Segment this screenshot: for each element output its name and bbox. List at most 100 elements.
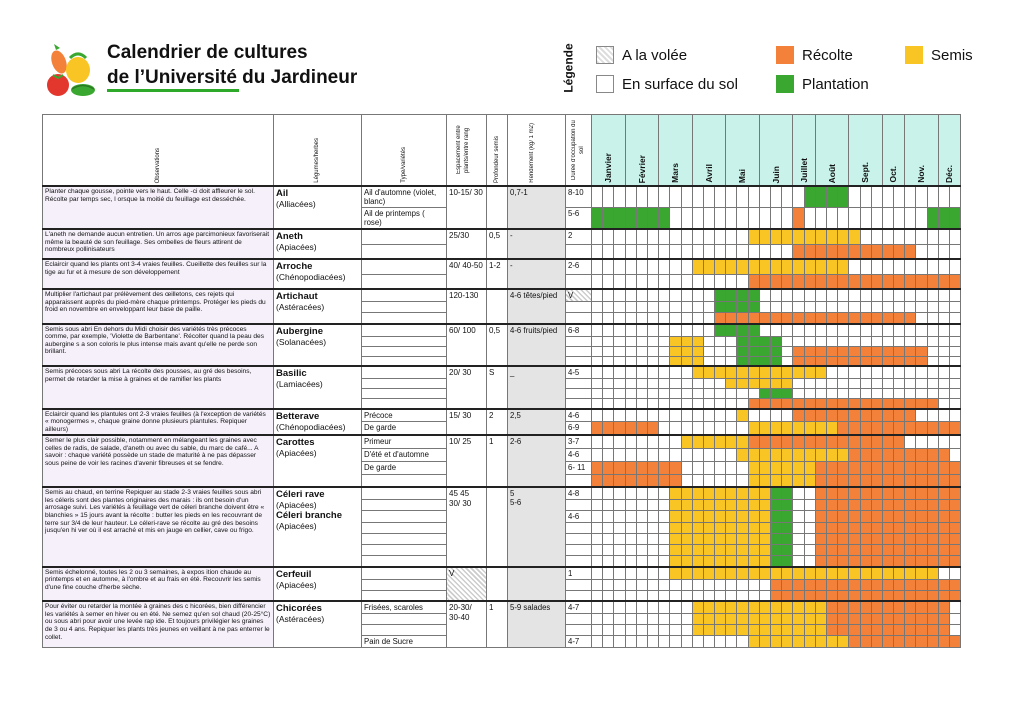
calendar-cell (602, 555, 615, 568)
calendar-cell (725, 624, 738, 637)
calendar-cell (747, 355, 760, 367)
calendar-cell (602, 533, 615, 546)
legend-semis-label: Semis (931, 46, 973, 64)
calendar-cell (814, 578, 827, 591)
duration-cell (565, 624, 592, 637)
calendar-cell (635, 365, 648, 379)
calendar-cell (669, 624, 682, 637)
calendar-cell (937, 544, 951, 557)
calendar-cell (590, 301, 604, 313)
calendar-cell (736, 288, 749, 302)
observation-cell: Pour éviter ou retarder la montée à grai… (42, 600, 274, 649)
calendar-cell (859, 533, 872, 546)
calendar-cell (680, 407, 693, 423)
calendar-cell (904, 355, 917, 367)
calendar-cell (870, 398, 883, 409)
calendar-cell (881, 243, 895, 260)
calendar-cell (848, 499, 861, 512)
month-header: Oct. (881, 114, 906, 187)
calendar-cell (590, 578, 604, 591)
calendar-cell (736, 510, 749, 524)
calendar-cell (646, 600, 660, 615)
calendar-cell (803, 407, 816, 423)
calendar-cell (948, 365, 962, 379)
calendar-cell (937, 355, 951, 367)
table-row: Semis au chaud, en terrine Repiquer au s… (42, 486, 962, 568)
variety-cell: Frisées, scaroles (361, 600, 447, 615)
calendar-cell (714, 499, 727, 512)
calendar-cell (814, 407, 827, 423)
calendar-cell (881, 378, 895, 389)
calendar-cell (714, 533, 727, 546)
calendar-cell (814, 207, 827, 230)
calendar-cell (702, 565, 716, 580)
calendar-cell (915, 243, 928, 260)
calendar-cell (769, 378, 783, 389)
duration-cell (565, 613, 592, 626)
spacing-cell: 10-15/ 30 (446, 185, 487, 230)
calendar-cell (590, 421, 604, 436)
calendar-cell (646, 398, 660, 409)
calendar-cell (658, 388, 671, 399)
calendar-cell (859, 207, 872, 230)
calendar-cell (825, 207, 839, 230)
calendar-cell (624, 635, 637, 649)
calendar-cell (758, 421, 772, 436)
calendar-cell (893, 434, 906, 449)
calendar-cell (635, 207, 648, 230)
calendar-cell (635, 421, 648, 436)
calendar-cell (859, 407, 872, 423)
observation-cell: Multiplier l'artichaut par prélèvement d… (42, 288, 274, 324)
table-row: Eclaircir quand les plantules ont 2-3 vr… (42, 407, 962, 436)
calendar-cell (904, 421, 917, 436)
calendar-cell (646, 635, 660, 649)
calendar-cell (814, 460, 827, 475)
calendar-cell (702, 578, 716, 591)
vegetable-name: Basilic (276, 368, 307, 379)
calendar-cell (680, 228, 693, 245)
calendar-cell (948, 510, 962, 524)
yield-value: 5-9 salades (510, 603, 551, 613)
depth-cell: 1-2 (486, 258, 508, 290)
calendar-cell (915, 207, 928, 230)
calendar-cell (837, 565, 850, 580)
calendar-cell (646, 486, 660, 501)
crop-calendar-table: Observations Légumes/herbes Type/variété… (42, 114, 962, 649)
duration-cell (565, 398, 592, 409)
vegetable-family: (Chénopodiacées) (276, 421, 346, 432)
calendar-cell (837, 499, 850, 512)
calendar-cell (691, 533, 704, 546)
calendar-cell (881, 421, 895, 436)
calendar-cell (803, 447, 816, 462)
calendar-cell (758, 600, 772, 615)
calendar-cell (937, 613, 951, 626)
calendar-cell (926, 486, 939, 501)
calendar-cell (613, 243, 626, 260)
calendar-cell (803, 312, 816, 324)
calendar-cell (646, 624, 660, 637)
calendar-cell (624, 345, 637, 357)
table-row (43, 499, 962, 512)
calendar-cell (769, 398, 783, 409)
calendar-cell (590, 312, 604, 324)
calendar-cell (590, 447, 604, 462)
calendar-cell (736, 578, 749, 591)
yield-cell (507, 565, 566, 602)
vegetable-name: Céleri branche (276, 510, 342, 522)
vegetable-cell: Cerfeuil (Apiacées) (273, 565, 362, 602)
calendar-cell (736, 273, 749, 290)
calendar-cell (680, 434, 693, 449)
calendar-cell (758, 288, 772, 302)
calendar-cell (870, 345, 883, 357)
calendar-cell (736, 635, 749, 649)
calendar-cell (635, 243, 648, 260)
calendar-cell (669, 355, 682, 367)
calendar-cell (926, 555, 939, 568)
calendar-cell (613, 533, 626, 546)
calendar-cell (590, 273, 604, 290)
calendar-cell (624, 624, 637, 637)
calendar-cell (948, 407, 962, 423)
calendar-cell (669, 533, 682, 546)
calendar-cell (926, 473, 939, 488)
calendar-cell (736, 388, 749, 399)
